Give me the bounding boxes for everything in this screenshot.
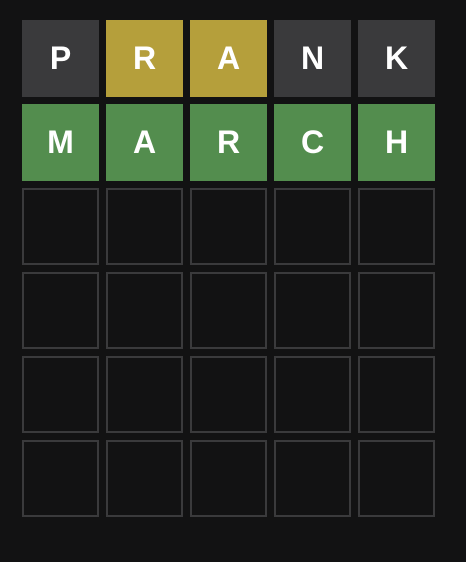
absent-tile: K	[358, 20, 435, 97]
present-tile: R	[106, 20, 183, 97]
empty-tile	[274, 272, 351, 349]
empty-tile	[22, 188, 99, 265]
empty-tile	[106, 272, 183, 349]
empty-tile	[22, 440, 99, 517]
game-board: P R A N K M A R C H	[22, 20, 435, 517]
empty-tile	[22, 272, 99, 349]
correct-tile: H	[358, 104, 435, 181]
empty-tile	[274, 188, 351, 265]
correct-tile: M	[22, 104, 99, 181]
correct-tile: R	[190, 104, 267, 181]
empty-tile	[22, 356, 99, 433]
empty-tile	[358, 440, 435, 517]
absent-tile: N	[274, 20, 351, 97]
empty-tile	[190, 272, 267, 349]
empty-tile	[190, 188, 267, 265]
empty-tile	[358, 356, 435, 433]
empty-tile	[274, 356, 351, 433]
correct-tile: C	[274, 104, 351, 181]
empty-tile	[106, 440, 183, 517]
empty-tile	[190, 440, 267, 517]
empty-tile	[190, 356, 267, 433]
empty-tile	[358, 272, 435, 349]
empty-tile	[274, 440, 351, 517]
empty-tile	[106, 356, 183, 433]
correct-tile: A	[106, 104, 183, 181]
empty-tile	[106, 188, 183, 265]
absent-tile: P	[22, 20, 99, 97]
empty-tile	[358, 188, 435, 265]
present-tile: A	[190, 20, 267, 97]
